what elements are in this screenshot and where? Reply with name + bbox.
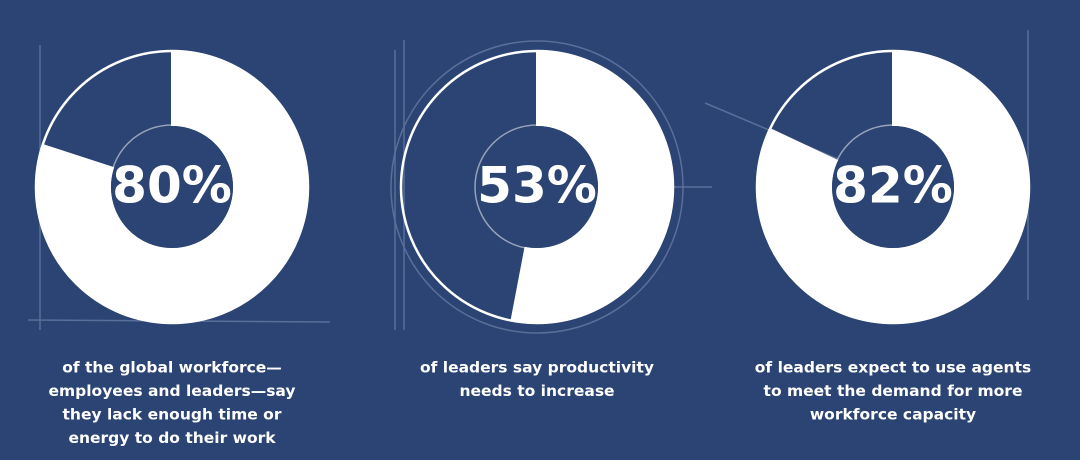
- caption-line: they lack enough time or: [63, 406, 282, 424]
- caption-line: workforce capacity: [810, 406, 976, 424]
- caption-line: to meet the demand for more: [764, 382, 1023, 400]
- caption-line: of leaders say productivity: [420, 359, 654, 377]
- caption-line: energy to do their work: [68, 429, 276, 447]
- caption-line: of leaders expect to use agents: [755, 359, 1031, 377]
- value-label: 53%: [477, 157, 597, 215]
- value-label: 82%: [833, 157, 953, 215]
- donut-segment: [756, 49, 1030, 324]
- donut-segment: [510, 49, 674, 324]
- caption-line: employees and leaders—say: [48, 382, 295, 400]
- caption-line: needs to increase: [459, 382, 614, 400]
- donut-center: [832, 126, 954, 248]
- donut-center: [476, 126, 598, 248]
- donut-segment: [35, 49, 309, 324]
- value-label: 80%: [112, 157, 232, 215]
- donut-center: [111, 126, 233, 248]
- caption-line: of the global workforce—: [62, 359, 282, 377]
